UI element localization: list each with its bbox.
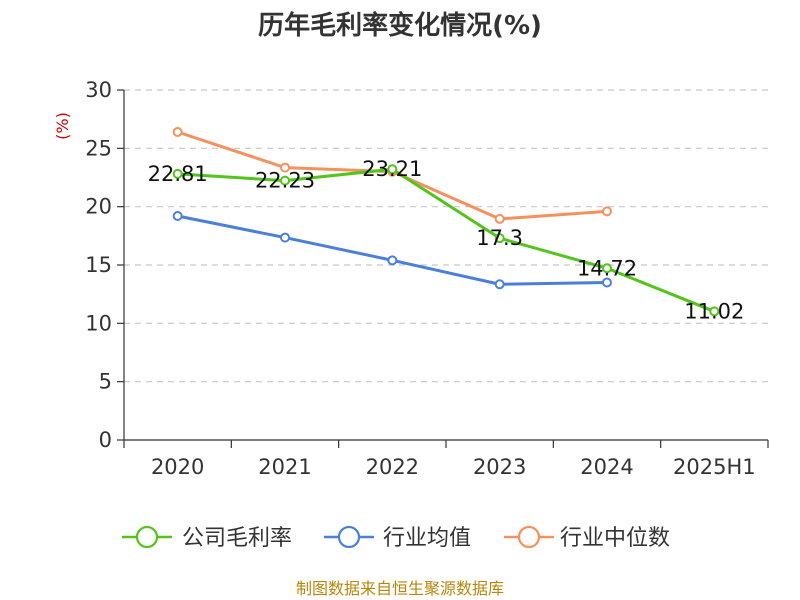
data-point: [280, 162, 290, 173]
legend-item[interactable]: 公司毛利率: [122, 525, 292, 551]
data-point: [494, 233, 505, 244]
data-point: [494, 279, 505, 290]
data-label: 14.72: [577, 256, 637, 280]
y-tick-label: 30: [85, 78, 112, 102]
y-tick-label: 10: [85, 311, 112, 335]
series-line: [177, 167, 715, 313]
data-point: [387, 164, 398, 175]
x-tick-label: 2020: [151, 455, 204, 479]
data-point: [172, 168, 183, 179]
y-axis-unit: (%): [53, 112, 72, 140]
y-tick-label: 20: [85, 195, 112, 219]
data-point: [387, 255, 398, 266]
data-point: [280, 232, 290, 243]
y-tick-label: 25: [85, 136, 112, 160]
legend[interactable]: 公司毛利率 行业均值 行业中位数: [122, 525, 670, 551]
legend-item[interactable]: 行业均值: [324, 525, 471, 551]
series-1: [172, 211, 612, 290]
legend-label: 行业中位数: [560, 526, 670, 551]
data-point: [280, 175, 290, 186]
data-label: 22.81: [148, 162, 208, 186]
data-point: [172, 127, 183, 137]
legend-item[interactable]: 行业中位数: [504, 525, 670, 551]
data-point: [602, 206, 612, 217]
x-tick-label: 2023: [473, 455, 526, 479]
data-point: [602, 277, 612, 288]
data-point: [602, 263, 612, 274]
legend-label: 行业均值: [383, 526, 471, 551]
x-tick-label: 2025H1: [673, 455, 756, 479]
x-tick-label: 2021: [258, 455, 311, 479]
x-tick-label: 2022: [366, 455, 419, 479]
data-label: 23.21: [362, 157, 422, 181]
data-point: [494, 213, 505, 224]
legend-marker: [135, 525, 159, 549]
data-label: 11.02: [684, 299, 744, 323]
series-0: [172, 164, 720, 317]
y-tick-label: 0: [99, 428, 112, 452]
data-labels: 22.81 22.23 23.21 17.3 14.72 11.02: [148, 157, 745, 323]
data-point: [172, 211, 183, 221]
chart-title: 历年毛利率变化情况(%): [258, 10, 542, 41]
series-layer: [172, 127, 720, 317]
data-point: [709, 306, 720, 317]
gridlines: [124, 89, 768, 383]
legend-marker: [337, 525, 361, 549]
y-tick-label: 15: [85, 253, 112, 277]
data-label: 17.3: [476, 226, 523, 250]
data-label: 22.23: [255, 169, 315, 193]
x-tick-label: 2024: [580, 455, 633, 479]
legend-marker: [517, 525, 541, 549]
y-tick-label: 5: [99, 370, 112, 394]
source-note: 制图数据来自恒生聚源数据库: [296, 579, 504, 598]
axes: 0 5 10 15 20 25 30 2020 2021 2022 2023 2024 2025H1: [85, 78, 769, 479]
legend-label: 公司毛利率: [182, 526, 292, 551]
